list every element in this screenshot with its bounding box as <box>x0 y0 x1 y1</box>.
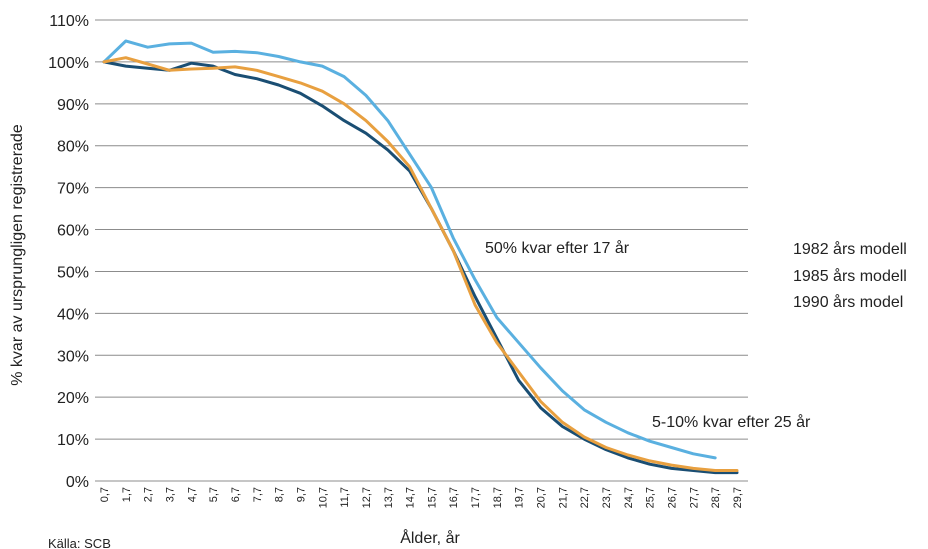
x-tick-label: 4,7 <box>186 487 198 502</box>
series-line-1990 <box>102 39 717 460</box>
x-tick-label: 14,7 <box>405 487 417 508</box>
annotation-50-percent: 50% kvar efter 17 år <box>485 239 630 257</box>
legend-item-1985: 1985 års modell <box>793 267 907 285</box>
y-tick-label: 20% <box>57 390 89 407</box>
legend-item-1990: 1990 års model <box>793 293 903 311</box>
series-lines <box>102 39 739 475</box>
x-tick-label: 11,7 <box>339 487 351 508</box>
x-tick-label: 9,7 <box>295 487 307 502</box>
y-axis-ticks: 0% 10% 20% 30% 40% 50% 60% 70% 80% 90% 100% 110% <box>48 13 89 491</box>
y-tick-label: 50% <box>57 264 89 281</box>
x-tick-label: 29,7 <box>732 487 744 508</box>
y-tick-label: 80% <box>57 139 89 156</box>
series-line-1982 <box>102 60 739 475</box>
x-tick-label: 12,7 <box>361 487 373 508</box>
annotation-5-10-percent: 5-10% kvar efter 25 år <box>652 413 811 431</box>
x-tick-label: 19,7 <box>514 487 526 508</box>
y-tick-label: 100% <box>48 55 89 72</box>
x-tick-label: 20,7 <box>536 487 548 508</box>
x-axis-label: Ålder, år <box>400 528 460 547</box>
x-tick-label: 24,7 <box>623 487 635 508</box>
x-tick-label: 6,7 <box>230 487 242 502</box>
y-tick-label: 0% <box>66 474 89 491</box>
x-tick-label: 18,7 <box>492 487 504 508</box>
x-tick-label: 5,7 <box>208 487 220 502</box>
x-tick-label: 23,7 <box>601 487 613 508</box>
x-tick-label: 2,7 <box>143 487 155 502</box>
x-tick-label: 22,7 <box>579 487 591 508</box>
y-axis-label: % kvar av ursprungligen registrerade <box>9 124 26 386</box>
y-tick-label: 60% <box>57 223 89 240</box>
y-tick-label: 10% <box>57 432 89 449</box>
legend-item-1982: 1982 års modell <box>793 240 907 258</box>
x-tick-label: 17,7 <box>470 487 482 508</box>
x-tick-label: 16,7 <box>448 487 460 508</box>
x-tick-label: 25,7 <box>645 487 657 508</box>
x-tick-label: 15,7 <box>426 487 438 508</box>
x-axis-ticks: 0,7 1,7 2,7 3,7 4,7 5,7 6,7 7,7 8,7 9,7 10,7 11,7 12… <box>99 487 744 508</box>
source-note: Källa: SCB <box>48 536 111 549</box>
gridlines <box>95 19 748 482</box>
x-tick-label: 21,7 <box>557 487 569 508</box>
y-tick-label: 90% <box>57 97 89 114</box>
x-tick-label: 28,7 <box>710 487 722 508</box>
y-tick-label: 110% <box>49 13 89 30</box>
x-tick-label: 8,7 <box>274 487 286 502</box>
y-tick-label: 30% <box>57 348 89 365</box>
x-tick-label: 13,7 <box>383 487 395 508</box>
x-tick-label: 27,7 <box>688 487 700 508</box>
x-tick-label: 7,7 <box>252 487 264 502</box>
x-tick-label: 3,7 <box>164 487 176 502</box>
series-line-1985 <box>102 56 739 472</box>
y-tick-label: 40% <box>57 306 89 323</box>
y-tick-label: 70% <box>57 181 89 198</box>
x-tick-label: 10,7 <box>317 487 329 508</box>
x-tick-label: 0,7 <box>99 487 111 502</box>
x-tick-label: 26,7 <box>667 487 679 508</box>
x-tick-label: 1,7 <box>121 487 133 502</box>
